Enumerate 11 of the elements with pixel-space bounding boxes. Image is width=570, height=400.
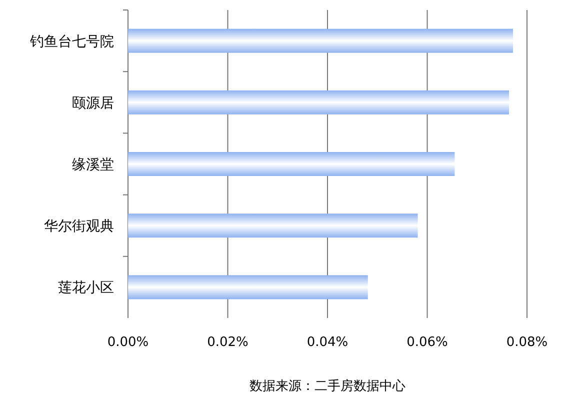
y-tick-label: 莲花小区 <box>58 280 114 296</box>
x-tick-label: 0.08% <box>506 335 548 350</box>
y-tick-label: 华尔街观典 <box>44 218 114 235</box>
x-tick-label: 0.00% <box>107 335 149 350</box>
x-tick-label: 0.02% <box>207 335 248 350</box>
y-tick-label: 钓鱼台七号院 <box>29 34 114 50</box>
y-tick-label: 缘溪堂 <box>72 157 114 173</box>
x-tick-label: 0.04% <box>306 335 348 350</box>
x-tick-label: 0.06% <box>406 335 448 350</box>
source-note: 数据来源：二手房数据中心 <box>250 378 406 394</box>
y-tick-label: 颐源居 <box>72 95 114 112</box>
